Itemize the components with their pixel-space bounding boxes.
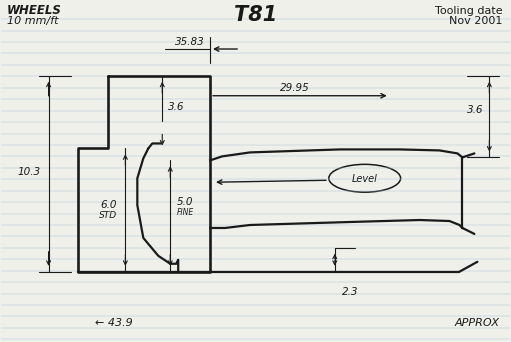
Text: T81: T81 xyxy=(235,5,277,25)
Text: 2.3: 2.3 xyxy=(342,287,358,297)
Text: 3.6: 3.6 xyxy=(168,102,185,111)
Text: Tooling date: Tooling date xyxy=(435,6,502,16)
Text: 5.0: 5.0 xyxy=(177,197,194,207)
Text: APPROX: APPROX xyxy=(454,318,499,328)
Text: Nov 2001: Nov 2001 xyxy=(449,16,502,26)
Text: Level: Level xyxy=(352,174,378,184)
Text: ← 43.9: ← 43.9 xyxy=(96,318,133,328)
Text: 10 mm/ft: 10 mm/ft xyxy=(7,16,58,26)
Text: STD: STD xyxy=(99,211,118,220)
Text: 10.3: 10.3 xyxy=(17,167,40,177)
Text: WHEELS: WHEELS xyxy=(7,4,61,17)
Text: 35.83: 35.83 xyxy=(175,37,205,47)
Text: 29.95: 29.95 xyxy=(280,83,310,93)
Text: 6.0: 6.0 xyxy=(100,200,117,210)
Text: 3.6: 3.6 xyxy=(468,105,484,115)
Text: FINE: FINE xyxy=(177,208,194,217)
